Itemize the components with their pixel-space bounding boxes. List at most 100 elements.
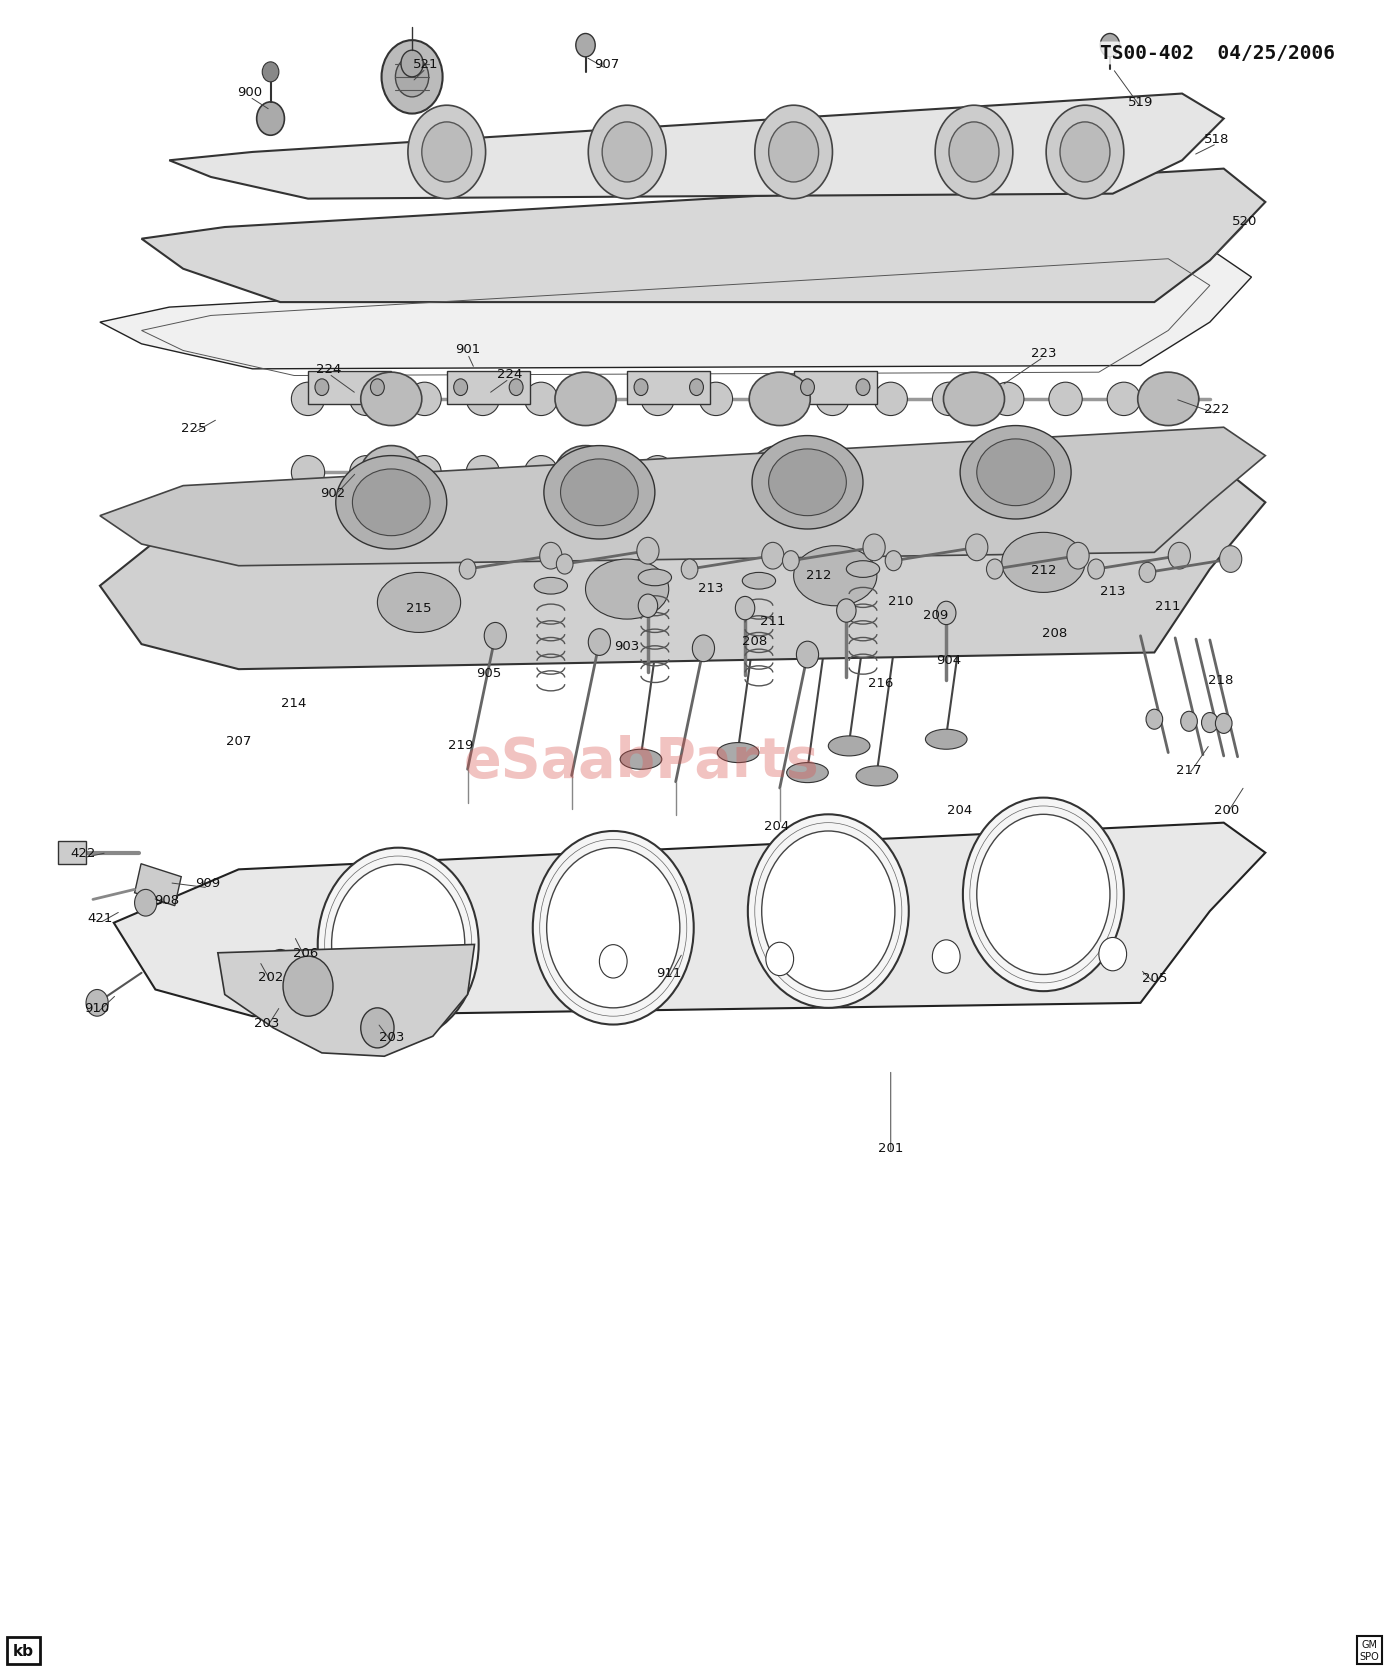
Circle shape <box>602 122 652 182</box>
Circle shape <box>460 560 476 581</box>
Text: 218: 218 <box>1208 673 1234 686</box>
Text: 905: 905 <box>476 666 501 679</box>
Circle shape <box>681 560 698 581</box>
Bar <box>627 371 710 405</box>
Ellipse shape <box>408 457 442 490</box>
Ellipse shape <box>291 457 325 490</box>
Circle shape <box>783 552 800 572</box>
Text: 216: 216 <box>868 676 894 689</box>
Text: 203: 203 <box>379 1031 404 1042</box>
Circle shape <box>382 42 443 114</box>
Ellipse shape <box>749 447 811 500</box>
Text: 909: 909 <box>195 877 220 890</box>
Bar <box>135 865 181 907</box>
Text: 911: 911 <box>656 967 681 980</box>
Text: 900: 900 <box>237 87 262 99</box>
Text: 214: 214 <box>281 696 306 709</box>
Ellipse shape <box>1166 457 1199 490</box>
Ellipse shape <box>816 383 850 417</box>
Circle shape <box>422 122 472 182</box>
Text: 908: 908 <box>155 893 180 907</box>
Text: 907: 907 <box>593 59 618 70</box>
Circle shape <box>1100 35 1120 59</box>
Circle shape <box>86 990 109 1017</box>
Circle shape <box>638 594 657 617</box>
Ellipse shape <box>1002 534 1085 592</box>
Circle shape <box>315 380 329 397</box>
Ellipse shape <box>990 383 1024 417</box>
Ellipse shape <box>932 457 965 490</box>
Circle shape <box>1219 547 1241 574</box>
Polygon shape <box>170 94 1223 199</box>
Ellipse shape <box>769 450 847 517</box>
Ellipse shape <box>554 447 616 500</box>
Ellipse shape <box>336 457 447 550</box>
Circle shape <box>837 599 857 622</box>
Bar <box>59 842 86 865</box>
Circle shape <box>762 544 784 570</box>
Ellipse shape <box>554 373 616 427</box>
Circle shape <box>801 380 815 397</box>
Ellipse shape <box>816 457 850 490</box>
Ellipse shape <box>467 383 500 417</box>
Circle shape <box>692 636 715 663</box>
Circle shape <box>454 380 468 397</box>
Ellipse shape <box>620 750 662 770</box>
Ellipse shape <box>1107 383 1141 417</box>
Circle shape <box>762 831 894 992</box>
Ellipse shape <box>925 729 967 750</box>
Polygon shape <box>100 249 1251 370</box>
Text: 200: 200 <box>1213 803 1240 816</box>
Text: 211: 211 <box>761 616 786 627</box>
Text: 519: 519 <box>1128 97 1153 109</box>
Circle shape <box>1046 105 1124 199</box>
Ellipse shape <box>543 447 655 540</box>
Text: 224: 224 <box>496 368 522 381</box>
Circle shape <box>736 597 755 621</box>
Circle shape <box>976 815 1110 975</box>
Ellipse shape <box>857 766 897 786</box>
Text: 204: 204 <box>765 820 790 833</box>
Ellipse shape <box>378 574 461 632</box>
Text: 204: 204 <box>947 803 972 816</box>
Text: 210: 210 <box>887 596 914 607</box>
Circle shape <box>1088 560 1105 581</box>
Circle shape <box>864 535 885 562</box>
Ellipse shape <box>291 383 325 417</box>
Bar <box>447 371 529 405</box>
Circle shape <box>690 380 703 397</box>
Text: 213: 213 <box>698 582 723 594</box>
Text: 208: 208 <box>742 636 768 647</box>
Text: 521: 521 <box>414 59 439 70</box>
Circle shape <box>396 59 429 97</box>
Text: 225: 225 <box>181 422 208 435</box>
Text: 219: 219 <box>449 738 474 751</box>
Circle shape <box>769 122 819 182</box>
Text: 902: 902 <box>320 487 345 500</box>
Circle shape <box>266 950 294 984</box>
Circle shape <box>1099 939 1127 972</box>
Ellipse shape <box>1049 457 1082 490</box>
Circle shape <box>485 622 507 649</box>
Ellipse shape <box>758 383 791 417</box>
Bar <box>308 371 391 405</box>
Circle shape <box>532 831 694 1026</box>
Circle shape <box>936 602 956 626</box>
Circle shape <box>361 1009 394 1049</box>
Text: 422: 422 <box>71 847 96 860</box>
Text: 215: 215 <box>407 602 432 614</box>
Text: 903: 903 <box>614 639 639 652</box>
Circle shape <box>986 560 1003 581</box>
Circle shape <box>885 552 901 572</box>
Text: 211: 211 <box>1155 601 1181 612</box>
Circle shape <box>1181 711 1198 731</box>
Ellipse shape <box>408 383 442 417</box>
Ellipse shape <box>873 457 907 490</box>
Ellipse shape <box>350 383 383 417</box>
Text: GM
SPO: GM SPO <box>1360 1640 1379 1661</box>
Ellipse shape <box>350 457 383 490</box>
Circle shape <box>1139 564 1156 584</box>
Ellipse shape <box>752 437 864 530</box>
Text: 520: 520 <box>1231 214 1258 228</box>
Ellipse shape <box>1166 383 1199 417</box>
